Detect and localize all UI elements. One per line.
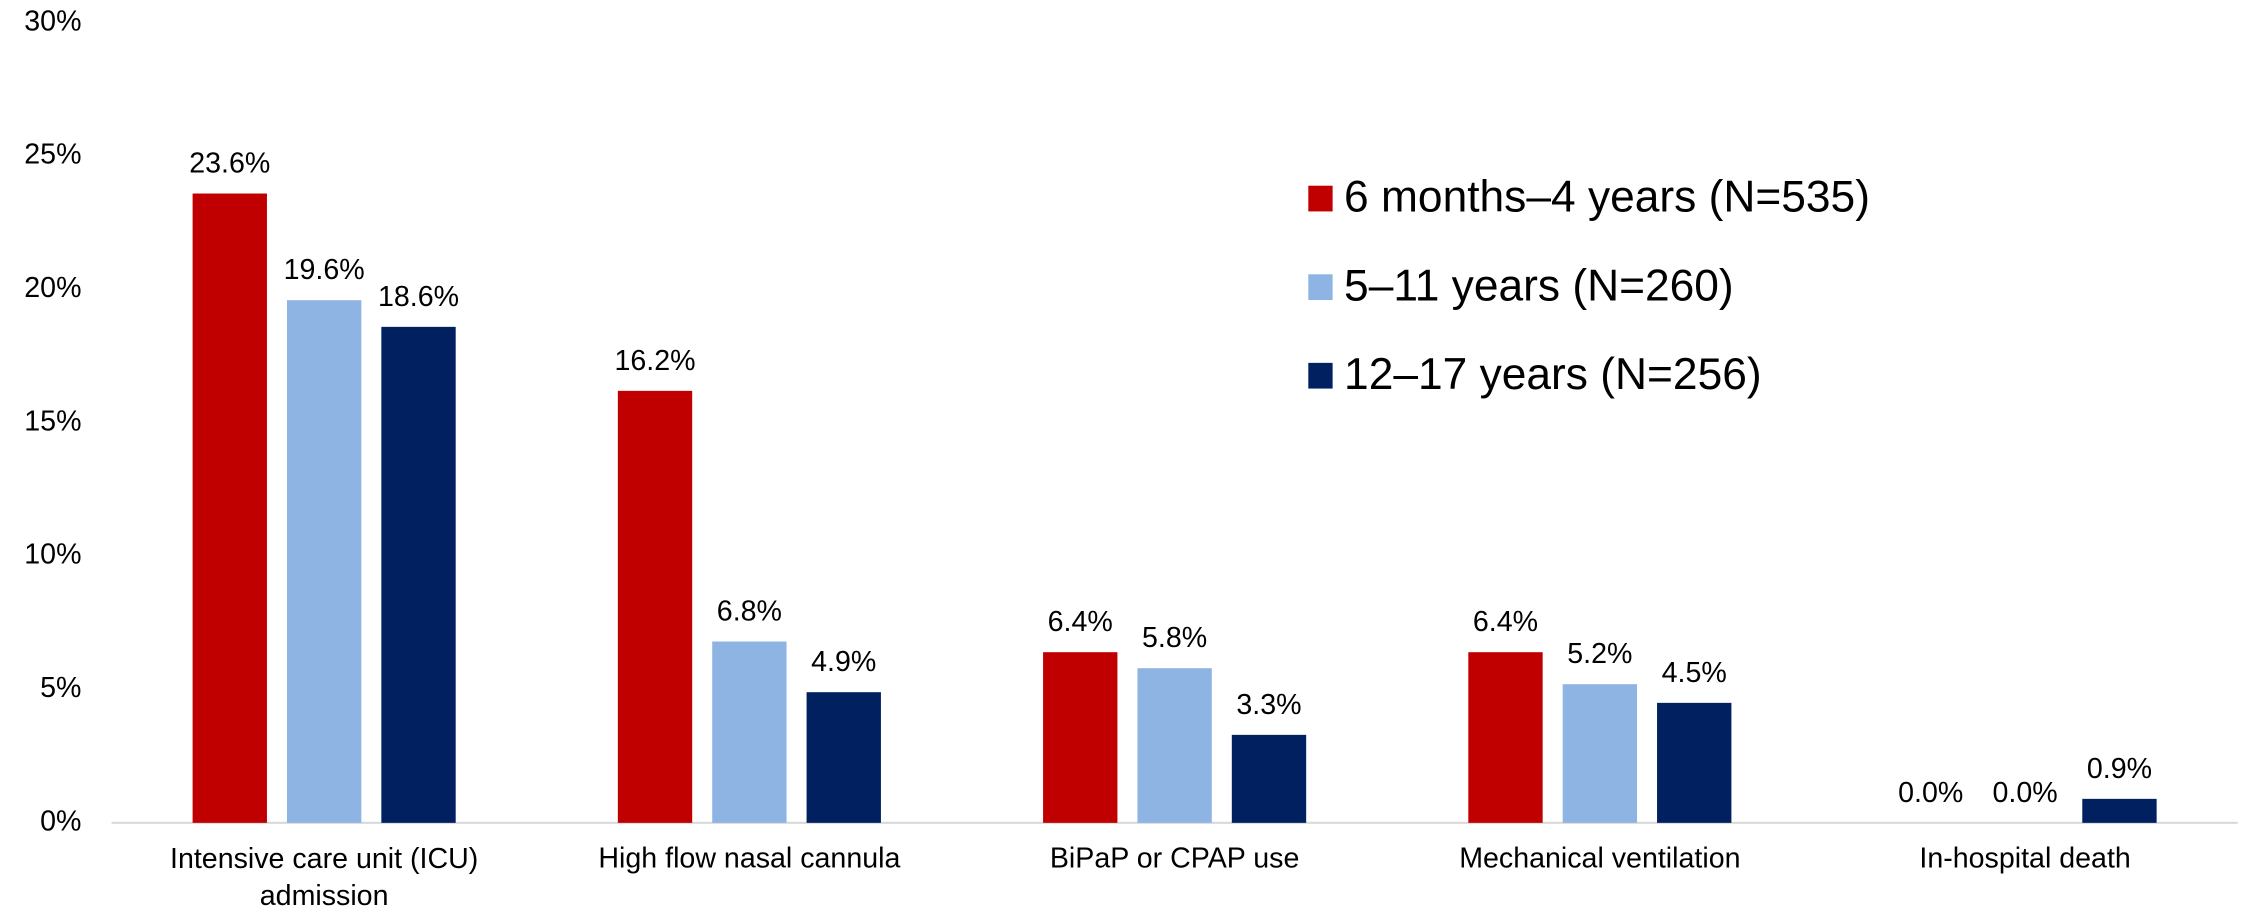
y-tick-label: 15%	[24, 405, 81, 437]
bar	[1562, 684, 1638, 823]
y-tick-label: 10%	[24, 539, 81, 571]
bar	[712, 641, 787, 823]
bar	[1657, 702, 1732, 823]
data-label: 6.4%	[1473, 606, 1538, 638]
bar	[617, 390, 693, 823]
data-label: 0.9%	[2087, 753, 2152, 785]
legend-label: 6 months–4 years (N=535)	[1344, 173, 1870, 222]
bar	[286, 300, 362, 823]
y-tick-label: 0%	[40, 805, 81, 837]
legend: 6 months–4 years (N=535) 5–11 years (N=26…	[1308, 173, 1870, 399]
bar	[1043, 652, 1118, 823]
y-tick-label: 5%	[40, 672, 81, 704]
data-label: 4.5%	[1662, 657, 1727, 689]
data-label: 5.2%	[1567, 638, 1632, 670]
x-tick-label: In-hospital death	[1919, 843, 2130, 875]
bar	[806, 692, 881, 823]
legend-swatch	[1308, 362, 1333, 389]
data-label: 18.6%	[378, 281, 459, 313]
data-label: 3.3%	[1236, 689, 1301, 721]
x-tick-label: Intensive care unit (ICU) admission	[170, 843, 478, 910]
legend-swatch	[1308, 185, 1333, 212]
legend-label: 5–11 years (N=260)	[1344, 261, 1734, 310]
data-label: 0.0%	[1898, 777, 1963, 809]
bar	[1137, 668, 1212, 823]
y-tick-label: 20%	[24, 272, 81, 304]
legend-label: 12–17 years (N=256)	[1344, 350, 1762, 399]
data-label: 0.0%	[1993, 777, 2058, 809]
x-tick-label: High flow nasal cannula	[598, 843, 900, 875]
bar	[2082, 798, 2157, 823]
y-tick-label: 30%	[24, 5, 81, 37]
data-label: 23.6%	[189, 148, 270, 180]
x-tick-label: BiPaP or CPAP use	[1050, 843, 1300, 875]
data-label: 5.8%	[1142, 622, 1207, 654]
bar	[1231, 734, 1307, 823]
data-label: 19.6%	[284, 254, 365, 286]
data-label: 4.9%	[811, 646, 876, 678]
bar	[381, 326, 456, 823]
x-tick-label: Mechanical ventilation	[1459, 843, 1740, 875]
data-label: 6.8%	[717, 596, 782, 628]
y-tick-label: 25%	[24, 139, 81, 171]
data-label: 16.2%	[614, 345, 695, 377]
data-label: 6.4%	[1048, 606, 1113, 638]
bar	[192, 193, 267, 823]
legend-swatch	[1308, 274, 1333, 300]
bar	[1468, 652, 1543, 823]
